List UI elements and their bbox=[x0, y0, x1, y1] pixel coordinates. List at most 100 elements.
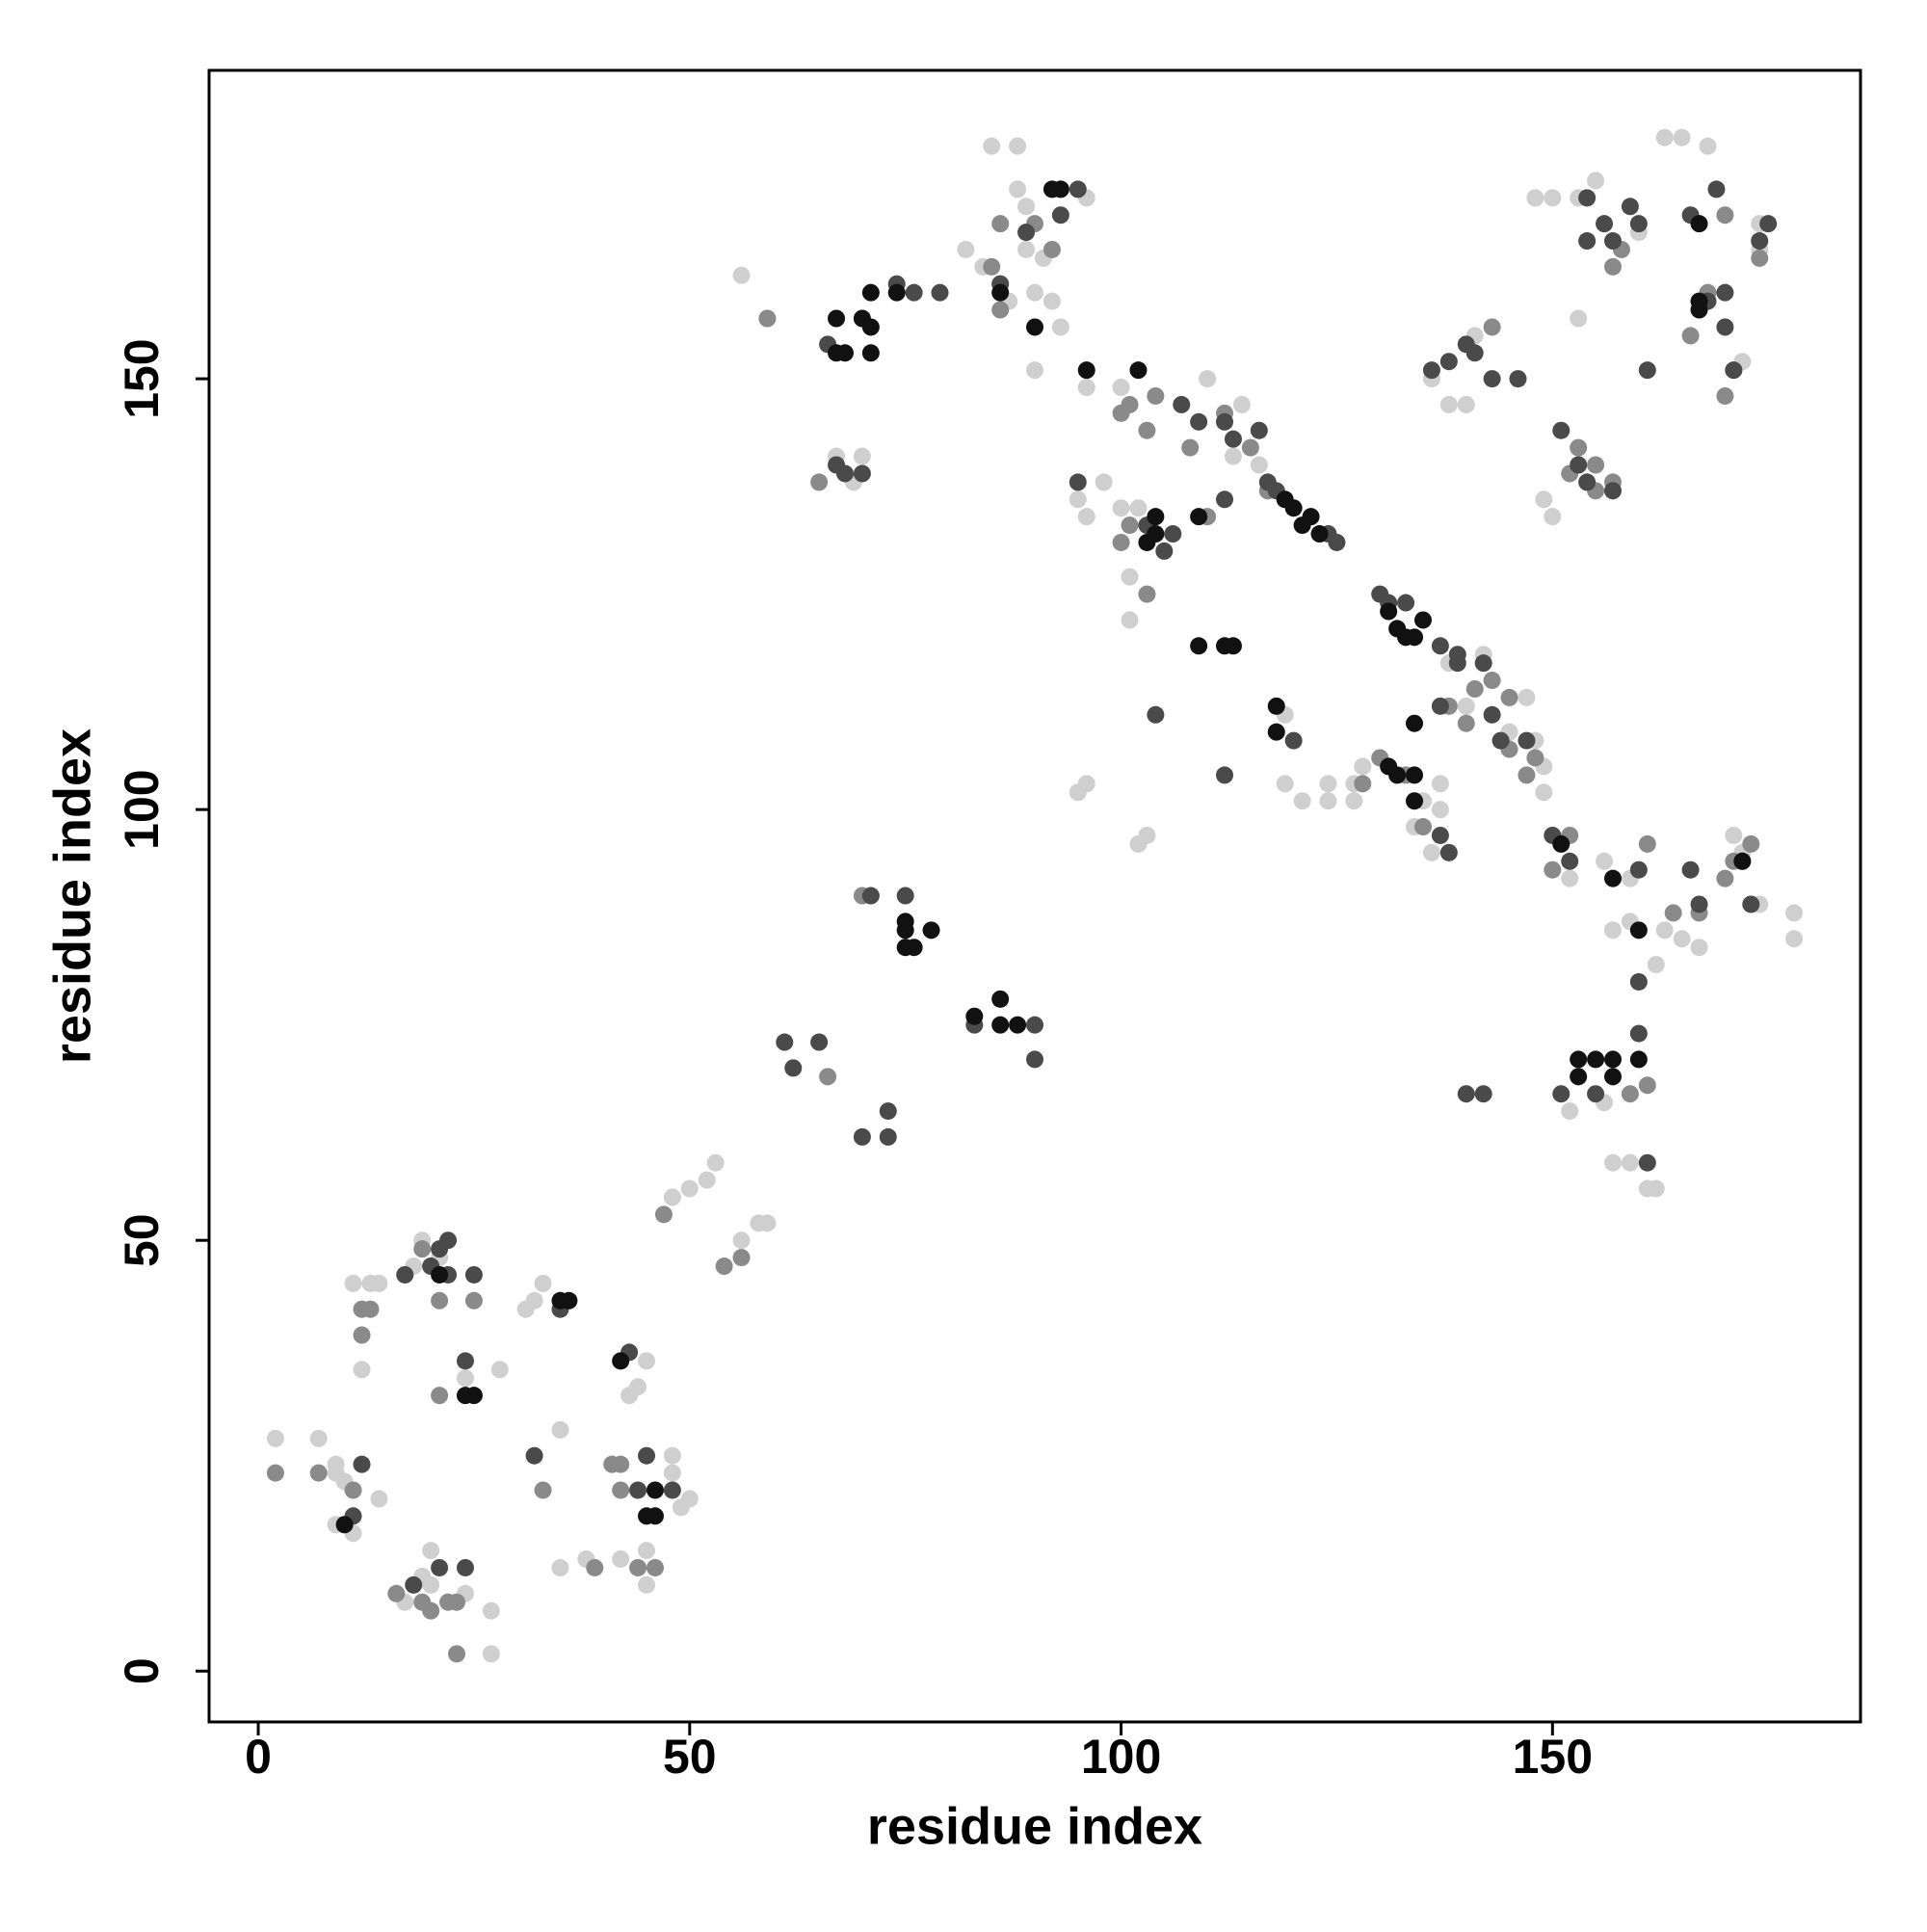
contact-point bbox=[1673, 930, 1691, 948]
contact-point bbox=[638, 1352, 656, 1370]
contact-point bbox=[1448, 646, 1466, 664]
contact-point bbox=[1483, 705, 1501, 724]
contact-point bbox=[698, 1171, 716, 1189]
contact-point bbox=[361, 1300, 380, 1318]
contact-point bbox=[413, 1240, 432, 1258]
contact-point bbox=[1112, 499, 1130, 517]
contact-point bbox=[861, 887, 880, 905]
contact-point bbox=[1742, 834, 1760, 853]
contact-point bbox=[1026, 1050, 1043, 1069]
contact-point bbox=[931, 283, 949, 302]
contact-point bbox=[353, 1326, 371, 1344]
y-tick-label: 0 bbox=[115, 1657, 169, 1684]
contact-point bbox=[1284, 499, 1303, 517]
contact-point bbox=[1742, 895, 1760, 913]
contact-point bbox=[1596, 852, 1614, 870]
contact-point bbox=[1673, 128, 1691, 146]
contact-point bbox=[1138, 585, 1156, 603]
y-tick-label: 50 bbox=[115, 1213, 169, 1267]
contact-point bbox=[1570, 1068, 1588, 1086]
contact-point bbox=[309, 1429, 328, 1447]
contact-point bbox=[1664, 904, 1682, 922]
contact-point bbox=[1690, 215, 1708, 233]
contact-point bbox=[309, 1464, 328, 1482]
contact-point bbox=[1388, 766, 1407, 784]
contact-point bbox=[431, 1558, 449, 1576]
contact-point bbox=[1406, 714, 1424, 732]
contact-point bbox=[1561, 869, 1579, 887]
contact-point bbox=[1431, 826, 1449, 844]
x-axis-title: residue index bbox=[867, 1797, 1202, 1855]
contact-point bbox=[1009, 180, 1027, 198]
contact-point bbox=[1587, 172, 1605, 190]
contact-point bbox=[1354, 775, 1372, 793]
contact-point bbox=[819, 1068, 837, 1086]
contact-point bbox=[1026, 283, 1043, 302]
contact-point bbox=[1129, 499, 1148, 517]
contact-point bbox=[1716, 206, 1734, 225]
contact-point bbox=[1570, 309, 1588, 328]
contact-point bbox=[835, 344, 854, 362]
contact-point bbox=[638, 1542, 656, 1560]
contact-point bbox=[1483, 672, 1501, 690]
contact-point bbox=[1587, 456, 1605, 474]
contact-point bbox=[1026, 1016, 1043, 1034]
contact-point bbox=[810, 473, 829, 491]
contact-point bbox=[1570, 438, 1588, 457]
contact-point bbox=[1138, 421, 1156, 439]
contact-point bbox=[758, 309, 777, 328]
contact-point bbox=[896, 921, 914, 940]
contact-point bbox=[431, 1387, 449, 1405]
contact-point bbox=[1561, 1102, 1579, 1121]
contact-point bbox=[680, 1490, 699, 1508]
contact-point bbox=[1439, 353, 1458, 371]
contact-point bbox=[353, 1455, 371, 1473]
contact-point bbox=[1465, 679, 1484, 698]
contact-point bbox=[1621, 1085, 1639, 1103]
contact-point bbox=[439, 1231, 458, 1250]
contact-point bbox=[1017, 198, 1036, 216]
contact-point bbox=[1155, 542, 1174, 560]
contact-point bbox=[534, 1481, 552, 1499]
contact-point bbox=[422, 1601, 440, 1620]
contact-point bbox=[1544, 860, 1562, 879]
contact-point bbox=[1655, 921, 1674, 940]
contact-point bbox=[1578, 189, 1597, 207]
contact-point bbox=[1681, 860, 1700, 879]
contact-point bbox=[1397, 594, 1415, 612]
contact-point bbox=[370, 1490, 388, 1508]
contact-point bbox=[1121, 611, 1139, 629]
contact-point bbox=[905, 283, 923, 302]
contact-point bbox=[525, 1446, 543, 1465]
contact-point bbox=[1638, 834, 1656, 853]
contact-point bbox=[629, 1378, 647, 1396]
contact-point bbox=[1647, 1179, 1665, 1198]
contact-point bbox=[758, 1214, 777, 1232]
plot-frame bbox=[207, 68, 1862, 1724]
contact-point bbox=[1552, 1085, 1571, 1103]
contact-point bbox=[1051, 180, 1069, 198]
contact-point bbox=[1138, 533, 1156, 551]
contact-point bbox=[1518, 688, 1536, 706]
contact-point bbox=[1422, 843, 1440, 861]
contact-point bbox=[1725, 361, 1743, 380]
contact-point bbox=[1785, 904, 1804, 922]
contact-point bbox=[1121, 516, 1139, 535]
contact-point bbox=[1457, 697, 1475, 715]
contact-point bbox=[732, 266, 751, 284]
contact-point bbox=[560, 1291, 578, 1310]
contact-point bbox=[1413, 611, 1432, 629]
contact-point bbox=[1224, 447, 1242, 465]
contact-point bbox=[456, 1369, 474, 1388]
x-tick-label: 50 bbox=[663, 1730, 717, 1784]
contact-point bbox=[1535, 783, 1553, 802]
contact-point bbox=[732, 1249, 751, 1267]
contact-point bbox=[1431, 775, 1449, 793]
contact-point bbox=[1147, 508, 1165, 526]
contact-point bbox=[448, 1645, 466, 1663]
contact-point bbox=[1491, 731, 1510, 750]
contact-point bbox=[1241, 438, 1259, 457]
contact-point bbox=[1354, 757, 1372, 776]
contact-point bbox=[1077, 361, 1095, 380]
